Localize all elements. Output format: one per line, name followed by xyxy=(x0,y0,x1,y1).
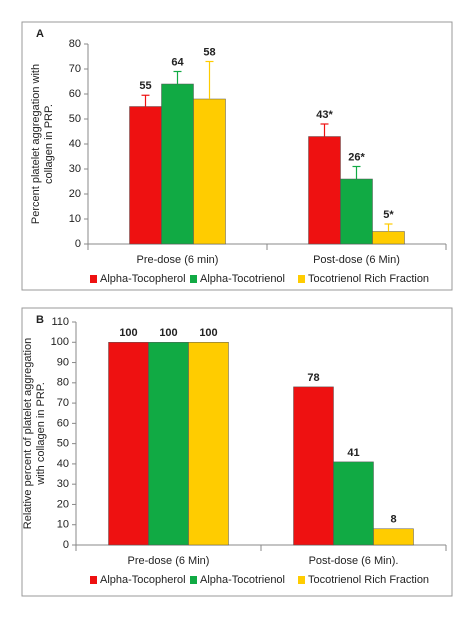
y-tick-label: 60 xyxy=(57,417,69,429)
y-tick-label: 20 xyxy=(57,498,69,510)
y-axis-label: Relative percent of platelet aggregation xyxy=(22,338,34,529)
value-label: 5* xyxy=(383,209,394,221)
value-label: 41 xyxy=(347,447,359,459)
value-label: 26* xyxy=(348,151,365,163)
x-tick-label: Pre-dose (6 min) xyxy=(137,254,219,266)
error-bar xyxy=(352,165,361,179)
bar xyxy=(148,342,189,546)
y-tick-label: 80 xyxy=(57,377,69,389)
value-label: 100 xyxy=(199,327,217,339)
value-label: 8 xyxy=(390,514,396,526)
value-label: 64 xyxy=(171,56,184,68)
y-tick-label: 0 xyxy=(75,238,81,250)
legend-label: Tocotrienol Rich Fraction xyxy=(308,273,429,285)
y-tick-label: 40 xyxy=(57,458,69,470)
value-label: 100 xyxy=(159,327,177,339)
error-bar xyxy=(320,123,329,137)
y-tick-label: 30 xyxy=(69,163,81,175)
y-axis-label: Percent platelet aggregation with xyxy=(30,64,42,224)
bar xyxy=(161,83,194,245)
x-tick-label: Post-dose (6 Min) xyxy=(313,254,400,266)
bar xyxy=(108,342,149,546)
bar xyxy=(333,461,374,546)
bar xyxy=(293,386,334,546)
value-label: 78 xyxy=(307,372,319,384)
y-tick-label: 30 xyxy=(57,478,69,490)
legend-label: Alpha-Tocotrienol xyxy=(200,574,285,586)
error-bar xyxy=(141,94,150,107)
bar xyxy=(193,98,226,245)
legend-swatch xyxy=(190,576,197,584)
y-axis-label: collagen in PRP. xyxy=(43,104,55,184)
x-tick-label: Post-dose (6 Min). xyxy=(309,555,399,567)
y-tick-label: 10 xyxy=(69,213,81,225)
bar xyxy=(188,342,229,546)
y-tick-label: 100 xyxy=(51,336,69,348)
error-bar xyxy=(205,60,214,99)
legend-swatch xyxy=(90,275,97,283)
legend-swatch xyxy=(90,576,97,584)
y-tick-label: 70 xyxy=(69,63,81,75)
bar xyxy=(340,178,373,245)
panel xyxy=(21,307,453,597)
error-bar xyxy=(384,223,393,232)
y-tick-label: 50 xyxy=(69,113,81,125)
bar xyxy=(308,136,341,245)
y-tick-label: 90 xyxy=(57,356,69,368)
value-label: 100 xyxy=(119,327,137,339)
value-label: 55 xyxy=(139,80,151,92)
error-bar xyxy=(173,70,182,84)
x-tick-label: Pre-dose (6 Min) xyxy=(128,555,210,567)
panel-label: B xyxy=(36,314,44,326)
bar xyxy=(373,528,414,546)
legend-swatch xyxy=(190,275,197,283)
bar xyxy=(372,231,405,245)
y-tick-label: 10 xyxy=(57,519,69,531)
y-tick-label: 110 xyxy=(51,316,69,328)
value-label: 58 xyxy=(203,46,215,58)
value-label: 43* xyxy=(316,109,333,121)
legend-label: Tocotrienol Rich Fraction xyxy=(308,574,429,586)
legend-swatch xyxy=(298,275,305,283)
legend-label: Alpha-Tocopherol xyxy=(100,574,186,586)
legend-label: Alpha-Tocopherol xyxy=(100,273,186,285)
y-tick-label: 0 xyxy=(63,539,69,551)
y-tick-label: 40 xyxy=(69,138,81,150)
bar xyxy=(129,106,162,245)
panel-label: A xyxy=(36,28,44,40)
legend-label: Alpha-Tocotrienol xyxy=(200,273,285,285)
y-tick-label: 70 xyxy=(57,397,69,409)
y-axis-label: with collagen in PRP. xyxy=(35,382,47,486)
y-tick-label: 60 xyxy=(69,88,81,100)
y-tick-label: 80 xyxy=(69,38,81,50)
legend-swatch xyxy=(298,576,305,584)
panel xyxy=(21,21,453,291)
y-tick-label: 50 xyxy=(57,438,69,450)
y-tick-label: 20 xyxy=(69,188,81,200)
